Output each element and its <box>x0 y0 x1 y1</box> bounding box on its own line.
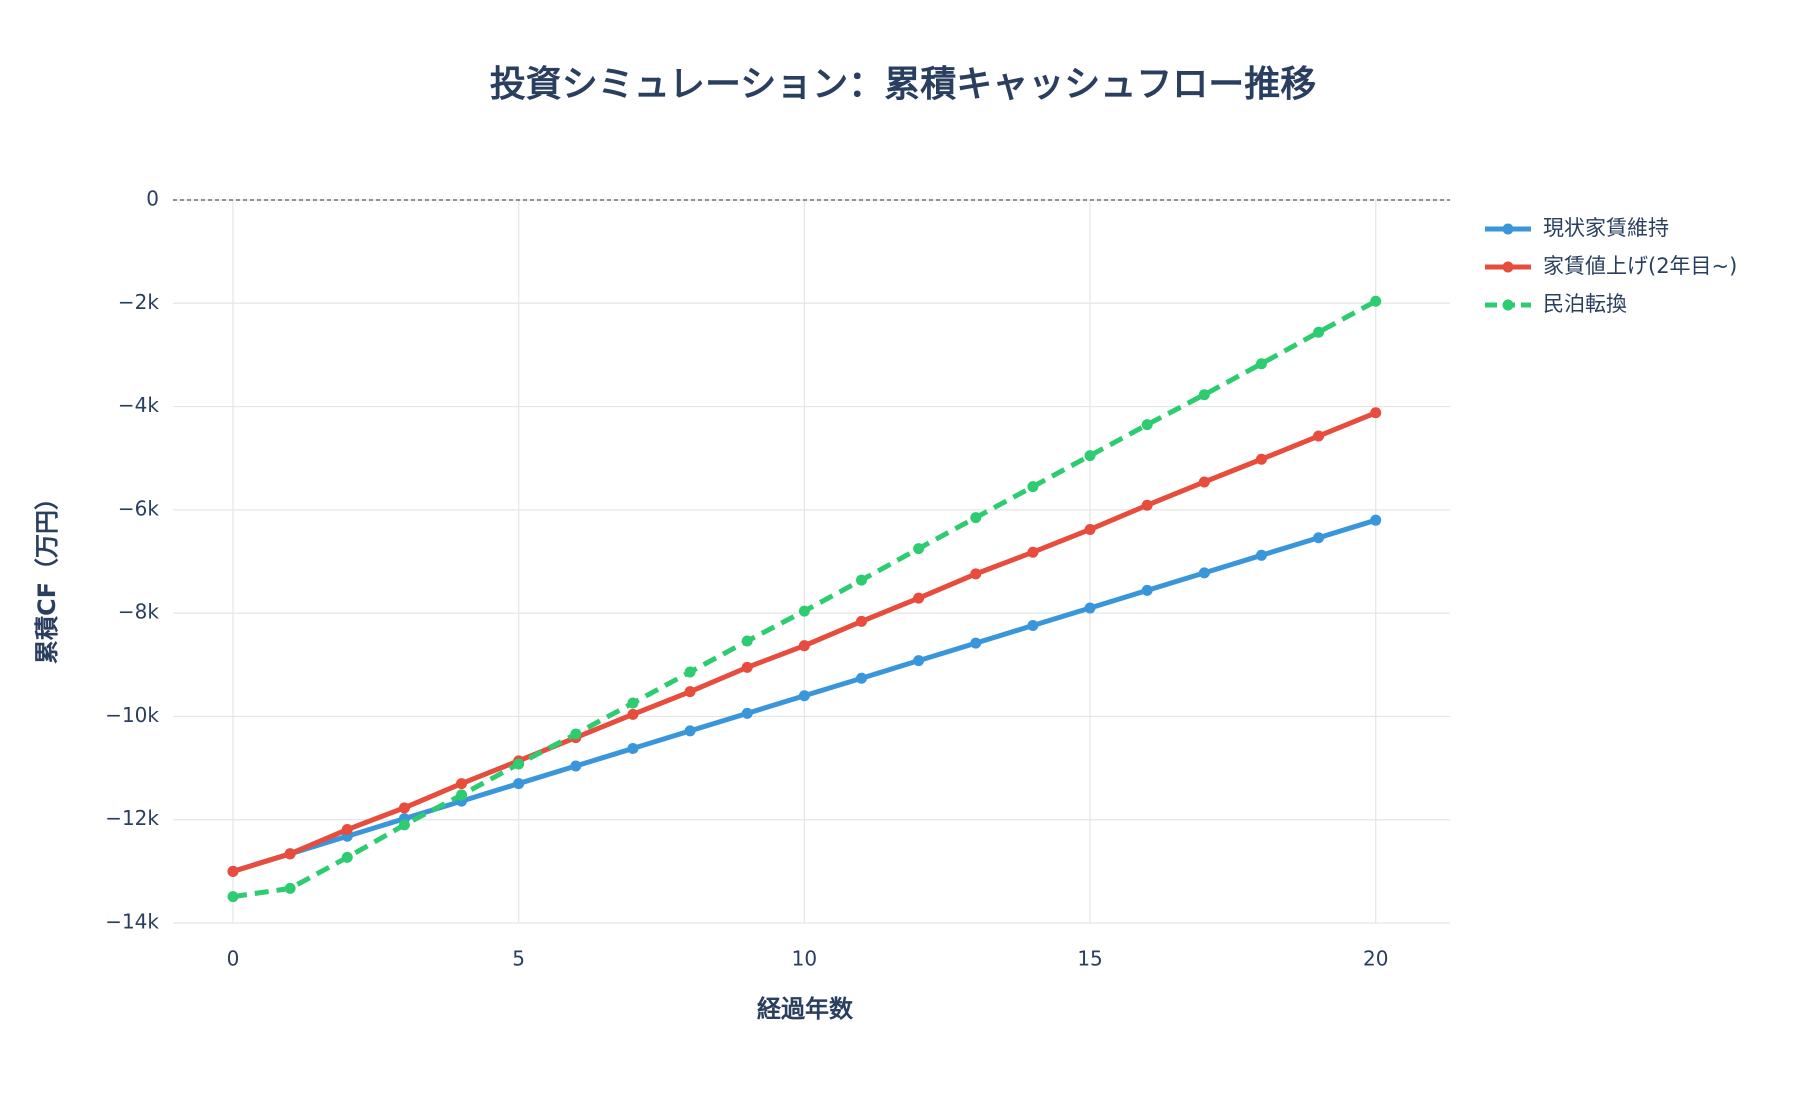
data-point <box>284 848 296 860</box>
legend-label: 家賃値上げ(2年目~) <box>1543 254 1737 278</box>
data-point <box>1027 620 1039 632</box>
data-point <box>1313 326 1325 338</box>
legend-marker <box>1502 299 1514 311</box>
data-point <box>1255 358 1267 370</box>
data-point <box>855 672 867 684</box>
data-point <box>456 789 468 801</box>
data-point <box>741 707 753 719</box>
x-tick-label: 20 <box>1363 947 1388 971</box>
data-point <box>913 543 925 555</box>
data-point <box>1141 584 1153 596</box>
data-point <box>627 697 639 709</box>
legend-label: 民泊転換 <box>1543 292 1627 316</box>
y-tick-label: −4k <box>118 393 159 417</box>
legend-marker <box>1502 261 1514 273</box>
data-point <box>1313 532 1325 544</box>
data-point <box>570 728 582 740</box>
y-axis-title: 累積CF（万円） <box>33 486 61 664</box>
data-point <box>1370 295 1382 307</box>
data-point <box>913 655 925 667</box>
data-point <box>227 865 239 877</box>
plot-area <box>227 295 1382 903</box>
data-point <box>1255 549 1267 561</box>
y-tick-label: 0 <box>146 187 159 211</box>
data-point <box>913 592 925 604</box>
data-point <box>456 778 468 790</box>
x-tick-label: 0 <box>227 947 240 971</box>
data-point <box>627 708 639 720</box>
data-point <box>1370 407 1382 419</box>
data-point <box>855 574 867 586</box>
chart-title: 投資シミュレーション：累積キャッシュフロー推移 <box>490 64 1317 105</box>
data-point <box>798 690 810 702</box>
data-point <box>684 666 696 678</box>
data-point <box>1027 546 1039 558</box>
data-point <box>1084 450 1096 462</box>
data-point <box>1084 602 1096 614</box>
x-tick-label: 10 <box>792 947 817 971</box>
data-point <box>227 891 239 903</box>
data-point <box>513 758 525 770</box>
data-point <box>513 778 525 790</box>
y-tick-label: −12k <box>105 806 159 830</box>
data-point <box>741 635 753 647</box>
data-point <box>684 725 696 737</box>
x-tick-label: 5 <box>512 947 525 971</box>
y-tick-label: −6k <box>118 496 159 520</box>
data-point <box>970 637 982 649</box>
data-point <box>1027 481 1039 493</box>
data-point <box>798 640 810 652</box>
data-point <box>1141 499 1153 511</box>
data-point <box>684 686 696 698</box>
data-point <box>398 802 410 814</box>
data-point <box>741 661 753 673</box>
data-point <box>341 824 353 836</box>
data-point <box>970 512 982 524</box>
data-point <box>1198 476 1210 488</box>
data-point <box>970 568 982 580</box>
data-point <box>570 760 582 772</box>
y-tick-label: −2k <box>118 290 159 314</box>
x-axis-title: 経過年数 <box>757 995 854 1023</box>
data-point <box>1198 389 1210 401</box>
data-point <box>1255 453 1267 465</box>
data-point <box>341 851 353 863</box>
data-point <box>1370 514 1382 526</box>
data-point <box>1084 523 1096 535</box>
data-point <box>1198 567 1210 579</box>
data-point <box>855 615 867 627</box>
y-tick-label: −8k <box>118 600 159 624</box>
legend-label: 現状家賃維持 <box>1543 216 1669 240</box>
data-point <box>1141 419 1153 431</box>
x-tick-label: 15 <box>1077 947 1102 971</box>
data-point <box>798 605 810 617</box>
y-tick-label: −10k <box>105 703 159 727</box>
y-tick-label: −14k <box>105 910 159 934</box>
data-point <box>398 819 410 831</box>
grid: 0 −2k −4k −6k −8k −10k −12k −14k 0 5 10 15 20 <box>105 187 1450 971</box>
data-point <box>284 882 296 894</box>
data-point <box>627 742 639 754</box>
legend-marker <box>1502 223 1514 235</box>
data-point <box>1313 430 1325 442</box>
